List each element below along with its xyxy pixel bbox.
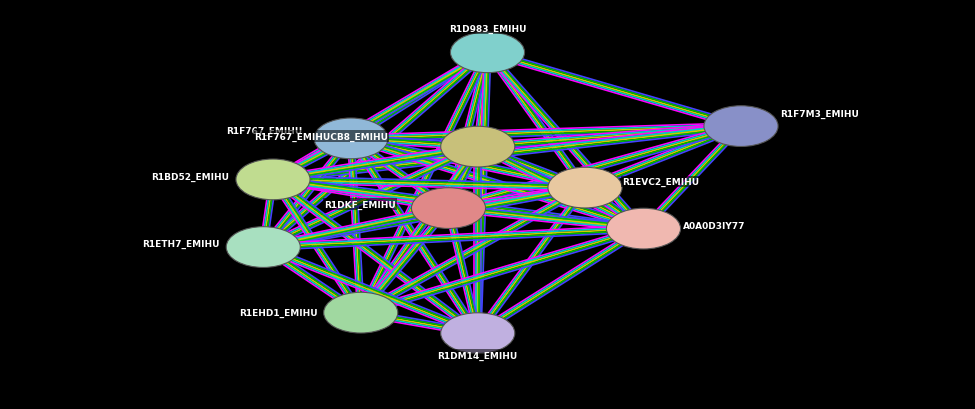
Text: R1EHD1_EMIHU: R1EHD1_EMIHU — [239, 308, 318, 317]
Ellipse shape — [441, 313, 515, 354]
Text: R1BD52_EMIHU: R1BD52_EMIHU — [151, 172, 229, 181]
Ellipse shape — [441, 127, 515, 168]
Ellipse shape — [606, 209, 681, 249]
Text: R1EVC2_EMIHU: R1EVC2_EMIHU — [622, 178, 699, 187]
Text: R1F7M3_EMIHU: R1F7M3_EMIHU — [780, 110, 859, 119]
Text: R1F767_EMIHUCB8_EMIHU: R1F767_EMIHUCB8_EMIHU — [254, 133, 388, 142]
Text: R1D983_EMIHU: R1D983_EMIHU — [448, 25, 526, 34]
Ellipse shape — [324, 292, 398, 333]
Ellipse shape — [314, 119, 388, 160]
Ellipse shape — [704, 106, 778, 147]
Text: R1F767_EMIHU: R1F767_EMIHU — [226, 126, 302, 135]
Ellipse shape — [411, 188, 486, 229]
Text: A0A0D3IY77: A0A0D3IY77 — [682, 222, 745, 231]
Ellipse shape — [236, 160, 310, 200]
Text: R1DM14_EMIHU: R1DM14_EMIHU — [438, 351, 518, 360]
Ellipse shape — [450, 33, 525, 74]
Text: R1ETH7_EMIHU: R1ETH7_EMIHU — [142, 240, 219, 249]
Ellipse shape — [548, 168, 622, 209]
Text: R1DKF_EMIHU: R1DKF_EMIHU — [324, 200, 396, 209]
Ellipse shape — [226, 227, 300, 268]
